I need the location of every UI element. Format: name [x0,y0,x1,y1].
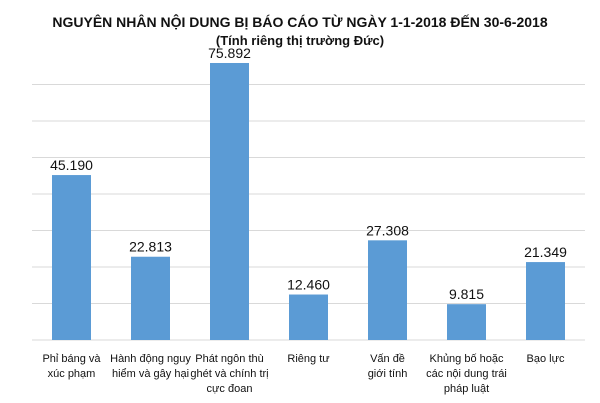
bar-5 [447,304,486,340]
category-label-0: Phỉ báng và xúc phạm [42,353,101,380]
category-label-1: Hành động nguy hiểm và gây hại [110,353,191,380]
chart-subtitle: (Tính riêng thị trường Đức) [215,33,385,48]
category-label-4: Vấn đề giới tính [368,353,408,380]
chart-title: NGUYÊN NHÂN NỘI DUNG BỊ BÁO CÁO TỪ NGÀY … [52,14,548,30]
value-label-1: 22.813 [129,239,172,255]
category-label-6: Bạo lực [527,353,565,365]
value-label-6: 21.349 [524,244,567,260]
value-label-3: 12.460 [287,277,330,293]
category-label-3: Riêng tư [287,353,330,365]
category-label-2: Phát ngôn thù ghét và chính trị cực đoan [190,353,268,395]
bar-6 [526,262,565,340]
value-label-0: 45.190 [50,157,93,173]
bar-2 [210,62,249,340]
value-label-2: 75.892 [208,45,251,61]
value-label-5: 9.815 [449,286,484,302]
bar-3 [289,294,328,340]
bar-4 [368,240,407,340]
value-label-4: 27.308 [366,222,409,238]
category-label-5: Khủng bố hoặc các nội dung trái pháp luật [426,353,507,395]
bar-0 [52,175,91,340]
bar-1 [131,256,170,340]
